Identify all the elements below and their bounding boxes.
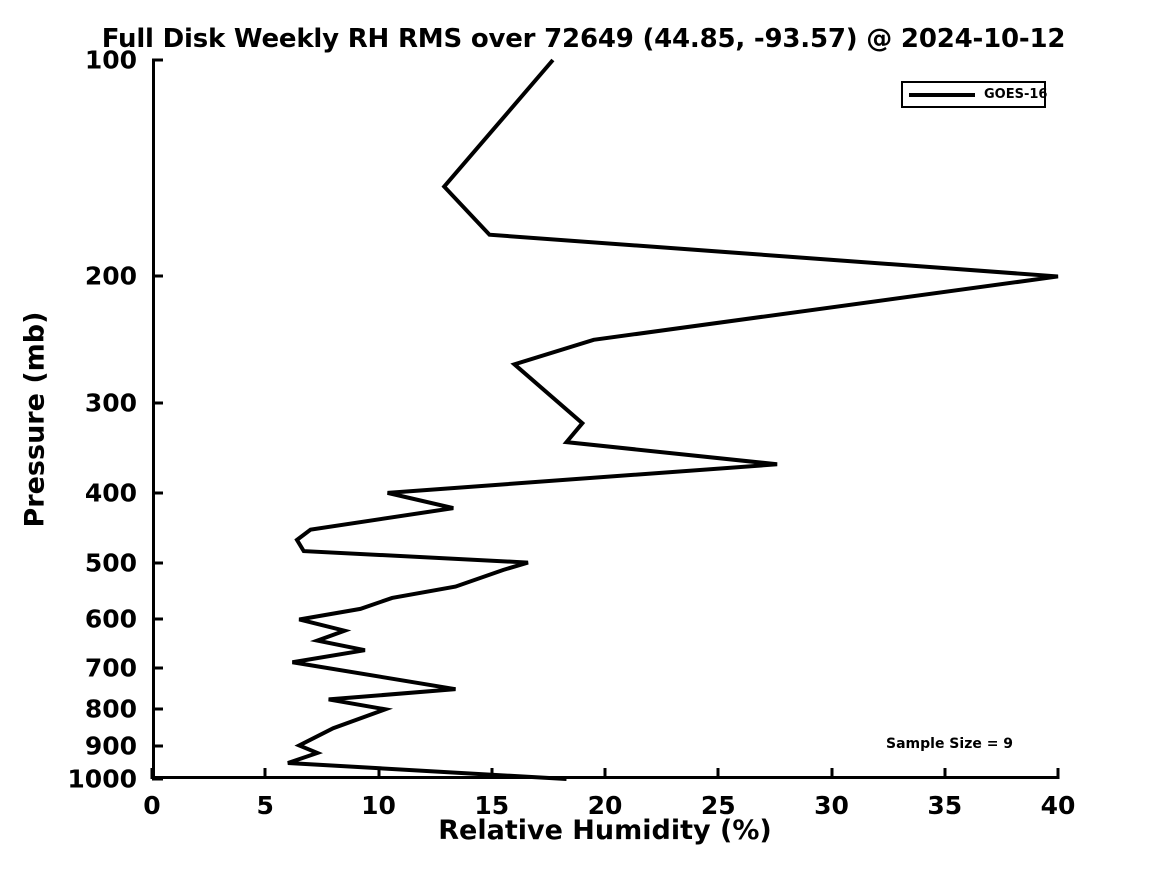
sample-size-annotation: Sample Size = 9 — [886, 736, 1014, 752]
x-tick-mark — [943, 768, 947, 779]
y-tick-label: 700 — [84, 653, 137, 683]
y-tick-mark — [152, 491, 163, 495]
data-series-svg — [287, 58, 1059, 781]
x-tick-mark — [603, 768, 607, 779]
y-tick-label: 400 — [84, 478, 137, 508]
legend-label-goes16: GOES-16 — [984, 87, 1048, 102]
x-tick-mark — [490, 768, 494, 779]
x-tick-label: 20 — [587, 791, 623, 820]
y-tick-label: 200 — [84, 261, 137, 291]
y-tick-mark — [152, 617, 163, 621]
y-tick-label: 900 — [84, 731, 137, 761]
y-tick-mark — [152, 401, 163, 405]
y-tick-label: 800 — [84, 694, 137, 724]
x-tick-label: 15 — [474, 791, 510, 820]
y-tick-label: 300 — [84, 388, 137, 418]
y-tick-label: 1000 — [67, 764, 137, 794]
y-tick-label: 500 — [84, 548, 137, 578]
y-tick-mark — [152, 666, 163, 670]
y-tick-label: 600 — [84, 604, 137, 634]
x-tick-label: 40 — [1040, 791, 1076, 820]
x-axis-label: Relative Humidity (%) — [438, 815, 772, 846]
y-tick-mark — [152, 274, 163, 278]
y-tick-label: 100 — [84, 45, 137, 75]
y-tick-mark — [152, 561, 163, 565]
x-tick-mark — [830, 768, 833, 779]
x-tick-label: 10 — [361, 791, 396, 820]
chart-title: Full Disk Weekly RH RMS over 72649 (44.8… — [101, 24, 1066, 54]
x-tick-label: 35 — [927, 791, 963, 820]
x-tick-label: 5 — [256, 791, 274, 820]
y-tick-mark — [152, 744, 163, 748]
y-tick-mark — [152, 777, 163, 781]
x-tick-mark — [263, 768, 267, 779]
x-tick-label: 0 — [143, 791, 161, 820]
x-tick-label: 25 — [700, 791, 736, 820]
y-tick-mark — [152, 707, 163, 711]
data-line-goes16 — [287, 58, 1059, 781]
plot-area: 100 200 300 400 500 600 700 800 900 1000 0 5 10 15 20 2… — [67, 46, 1075, 821]
legend-line-swatch — [909, 92, 975, 97]
x-tick-mark — [150, 768, 154, 779]
y-axis-label: Pressure (mb) — [19, 311, 51, 528]
x-tick-mark — [716, 768, 720, 779]
x-tick-mark — [1056, 768, 1060, 779]
x-tick-mark — [377, 768, 380, 779]
chart-legend[interactable]: GOES-16 — [901, 81, 1048, 108]
x-tick-label: 30 — [814, 791, 849, 820]
y-tick-mark — [152, 58, 163, 62]
